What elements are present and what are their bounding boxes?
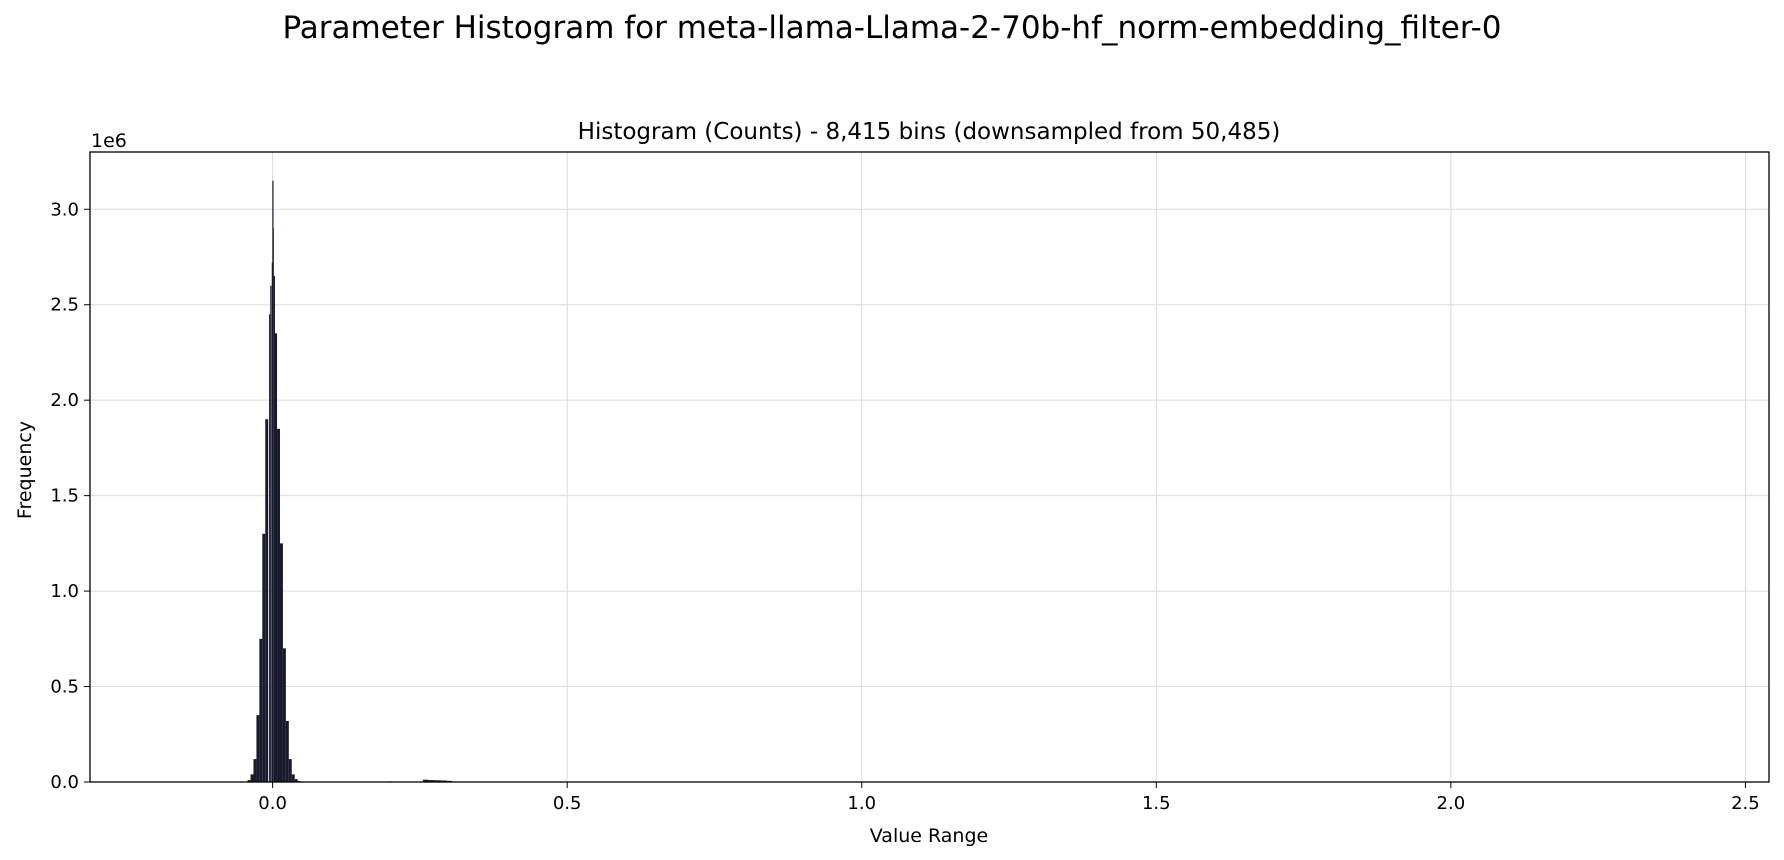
- y-axis-label: Frequency: [14, 421, 36, 519]
- x-tick-label: 1.0: [847, 793, 876, 814]
- x-tick-label: 0.5: [553, 793, 582, 814]
- histogram-bar: [282, 648, 286, 782]
- y-tick-label: 2.0: [50, 390, 79, 411]
- histogram-bars: [247, 180, 453, 783]
- histogram-bar: [277, 428, 280, 782]
- y-axis-ticks: 0.0 0.5 1.0 1.5 2.0 2.5 3.0: [50, 199, 90, 793]
- x-tick-label: 0.0: [258, 793, 287, 814]
- histogram-bar: [279, 543, 283, 782]
- x-tick-label: 2.5: [1731, 793, 1760, 814]
- histogram-bar: [247, 780, 251, 782]
- histogram-bar: [422, 779, 429, 782]
- x-axis-label: Value Range: [870, 825, 988, 847]
- histogram-bar: [259, 638, 263, 782]
- y-tick-label: 1.0: [50, 581, 79, 602]
- histogram-bar: [428, 780, 435, 782]
- histogram-bar: [262, 533, 266, 782]
- histogram-bar: [270, 285, 272, 782]
- histogram-bar: [434, 780, 441, 782]
- histogram-bar: [274, 333, 278, 782]
- chart-title: Histogram (Counts) - 8,415 bins (downsam…: [578, 119, 1281, 145]
- plot-frame: [89, 151, 1770, 783]
- histogram-bar: [272, 228, 274, 782]
- histogram-bar: [250, 774, 254, 782]
- histogram-bar: [440, 780, 447, 782]
- y-tick-label: 1.5: [50, 486, 79, 507]
- histogram-bar: [294, 779, 298, 782]
- histogram-bar: [288, 759, 292, 782]
- y-tick-label: 2.5: [50, 295, 79, 316]
- histogram-bar: [291, 774, 295, 782]
- x-tick-label: 2.0: [1437, 793, 1466, 814]
- grid-lines: [90, 152, 1769, 783]
- x-tick-label: 1.5: [1142, 793, 1171, 814]
- histogram-bar: [253, 759, 257, 782]
- histogram-bar: [256, 715, 260, 782]
- histogram-bar: [269, 314, 271, 782]
- y-tick-label: 0.5: [50, 677, 79, 698]
- y-tick-label: 0.0: [50, 772, 79, 793]
- x-axis-ticks: 0.0 0.5 1.0 1.5 2.0 2.5: [258, 782, 1760, 814]
- y-tick-label: 3.0: [50, 199, 79, 220]
- figure-suptitle: Parameter Histogram for meta-llama-Llama…: [282, 10, 1502, 46]
- y-axis-offset-label: 1e6: [91, 130, 127, 152]
- histogram-bar: [265, 419, 269, 782]
- histogram-bar: [285, 720, 289, 782]
